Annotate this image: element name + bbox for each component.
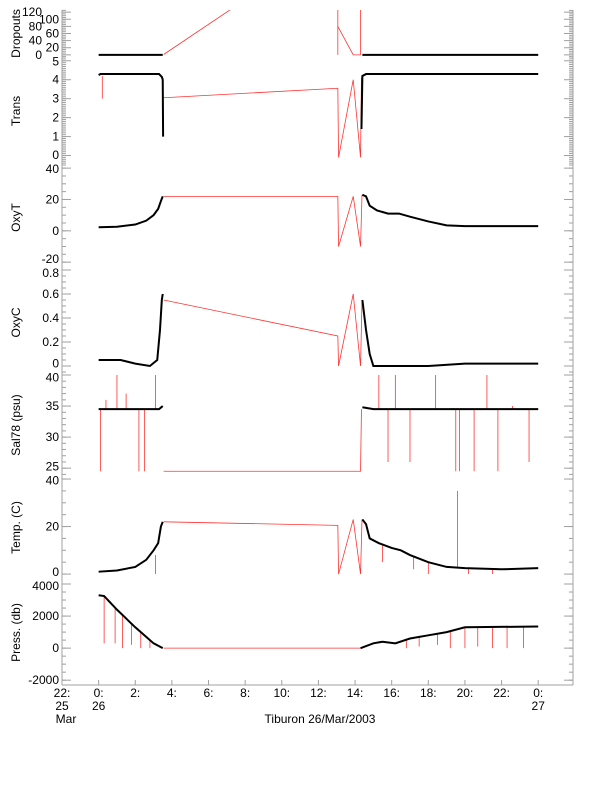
x-tick-label: 22:: [54, 686, 71, 700]
y-tick-label: 2: [52, 111, 59, 125]
x-tick-label: Mar: [56, 712, 77, 726]
y-tick-label: 20: [46, 520, 60, 534]
y-tick-label: 20: [46, 40, 60, 54]
y-axis-label: OxyT: [9, 203, 23, 232]
x-tick-label: 10:: [273, 686, 290, 700]
x-tick-label: 14:: [347, 686, 364, 700]
y-tick-label: 0.2: [42, 335, 59, 349]
data-layer: [98, 10, 539, 56]
y-tick-label: 0: [35, 48, 42, 62]
y-tick-label: 0: [52, 565, 59, 579]
x-tick-label: 8:: [240, 686, 250, 700]
y-tick-label: 5: [52, 54, 59, 68]
x-tick-label: 12:: [310, 686, 327, 700]
x-tick-label: 6:: [204, 686, 214, 700]
y-tick-label: 0: [52, 148, 59, 162]
y-axis-label: Dropouts: [9, 9, 23, 58]
x-tick-label: 0:: [94, 686, 104, 700]
panel-oxyc: 0 0.2 0.4 0.6 0.8 OxyC: [9, 266, 574, 375]
y-tick-label: 0: [52, 641, 59, 655]
y-axis-label: Temp. (C): [9, 501, 23, 554]
data-layer: [98, 375, 539, 472]
y-tick-label: 120: [22, 5, 42, 19]
x-tick-label: 25: [55, 699, 69, 713]
y-axis-label: Sal78 (psu): [9, 394, 23, 455]
data-layer: [98, 73, 539, 158]
y-tick-label: 4: [52, 73, 59, 87]
good-series-line: [98, 195, 164, 229]
y-tick-label: 40: [46, 162, 60, 176]
data-layer: [98, 293, 539, 368]
good-series-line: [361, 299, 539, 367]
good-series-line: [362, 406, 539, 411]
y-tick-label: 40: [29, 34, 43, 48]
x-tick-label: 0:: [533, 686, 543, 700]
good-series-line: [98, 405, 164, 411]
good-series-line: [361, 518, 539, 571]
x-tick-label: 26: [92, 699, 106, 713]
y-tick-label: 25: [46, 460, 60, 474]
flagged-series-line: [337, 26, 361, 56]
flagged-series-line: [163, 519, 363, 575]
x-tick-label: 22:: [493, 686, 510, 700]
panel-temp-c-: 0 20 40 Temp. (C): [9, 474, 574, 580]
y-tick-label: 0.8: [42, 266, 59, 280]
x-tick-label: 18:: [420, 686, 437, 700]
flagged-series-line: [163, 194, 363, 247]
data-layer: [98, 193, 539, 247]
y-tick-label: -2000: [28, 673, 59, 687]
y-tick-label: -20: [42, 252, 60, 266]
y-tick-label: 0: [52, 224, 59, 238]
y-tick-label: 40: [46, 474, 60, 488]
flagged-series-line: [163, 409, 362, 472]
x-axis-label: Tiburon 26/Mar/2003: [265, 712, 376, 726]
good-series-line: [98, 73, 165, 137]
y-tick-label: 0.4: [42, 311, 59, 325]
y-tick-label: 60: [46, 26, 60, 40]
data-layer: [98, 490, 539, 575]
good-series-line: [361, 193, 539, 228]
y-tick-label: 30: [46, 430, 60, 444]
y-tick-label: 0: [52, 357, 59, 371]
y-tick-label: 20: [46, 192, 60, 206]
x-tick-label: 27: [532, 699, 546, 713]
flagged-series-line: [163, 77, 362, 158]
panel-oxyt: -20 0 20 40 OxyT: [9, 162, 574, 271]
y-tick-label: 40: [46, 371, 60, 385]
x-tick-label: 4:: [167, 686, 177, 700]
flagged-series-line: [163, 293, 363, 367]
y-axis-label: Press. (db): [9, 603, 23, 662]
y-tick-label: 80: [29, 19, 43, 33]
good-series-line: [360, 625, 539, 650]
y-tick-label: 3: [52, 92, 59, 106]
good-series-line: [98, 293, 164, 368]
panel-trans: 0 1 2 3 4 5 Trans: [9, 54, 574, 166]
y-tick-label: 2000: [32, 609, 59, 623]
data-layer: [98, 594, 539, 650]
y-tick-label: 35: [46, 399, 60, 413]
y-axis-label: OxyC: [9, 307, 23, 337]
good-series-line: [98, 594, 164, 650]
y-axis-label: Trans: [9, 96, 23, 126]
panel-sal78-psu-: 25 30 35 40 Sal78 (psu): [9, 371, 574, 475]
good-series-line: [98, 521, 164, 573]
y-tick-label: 100: [39, 12, 59, 26]
flagged-series-line: [163, 10, 231, 55]
x-tick-label: 2:: [130, 686, 140, 700]
panel-press-db-: -2000 0 2000 4000 Press. (db): [9, 579, 574, 687]
x-tick-label: 20:: [457, 686, 474, 700]
y-tick-label: 0.6: [42, 287, 59, 301]
good-series-line: [360, 73, 539, 130]
y-tick-label: 1: [52, 130, 59, 144]
y-tick-label: 4000: [32, 579, 59, 593]
x-tick-label: 16:: [383, 686, 400, 700]
